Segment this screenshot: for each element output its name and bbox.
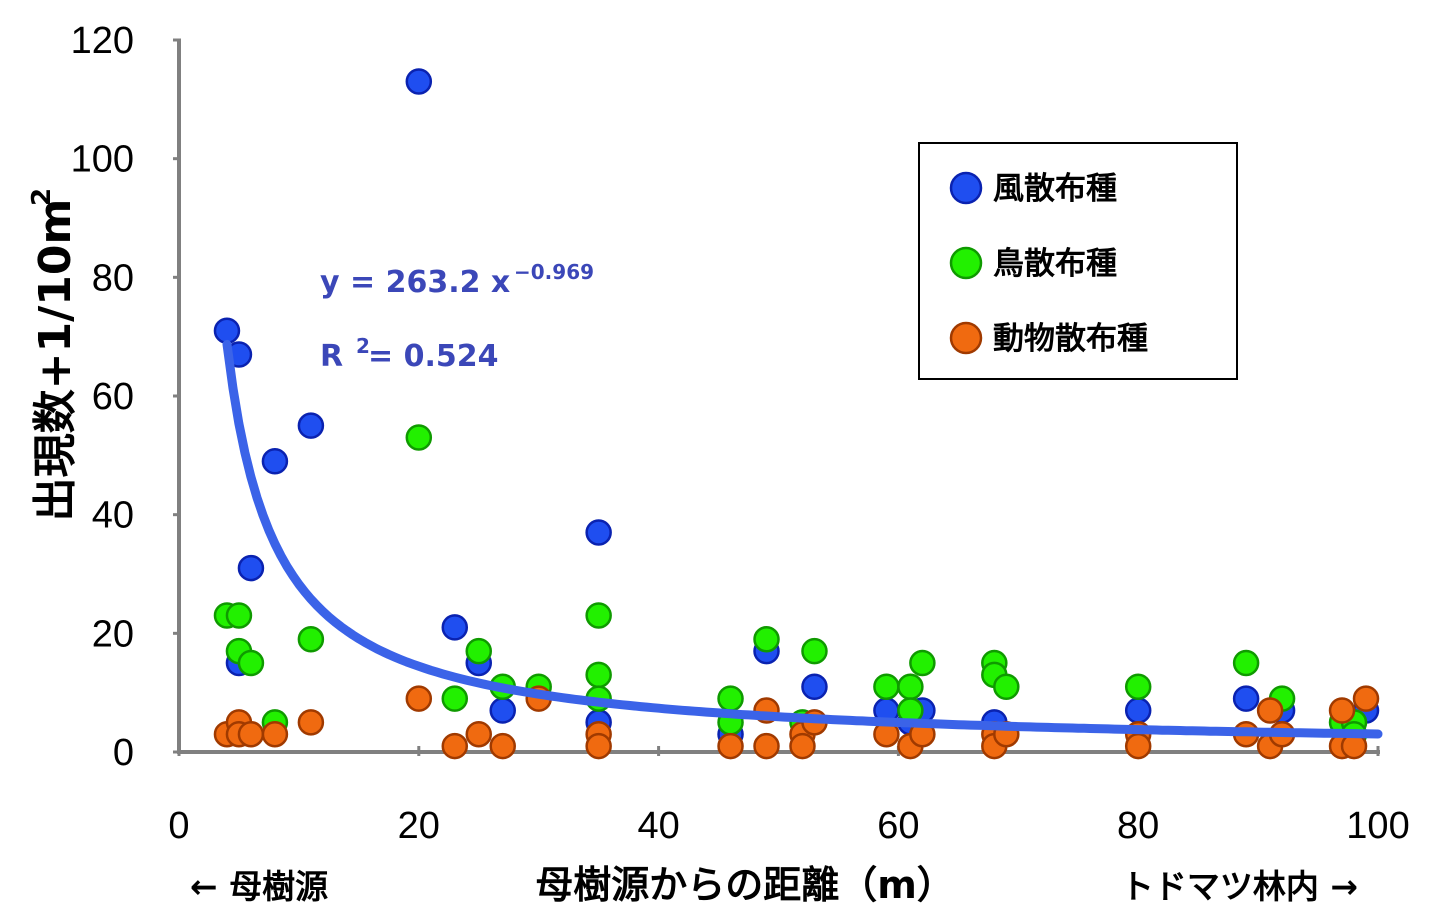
x-tick-label: 60 bbox=[877, 805, 919, 847]
data-point bbox=[1352, 685, 1380, 712]
legend-label: 鳥散布種 bbox=[993, 246, 1117, 282]
data-point bbox=[465, 720, 492, 748]
data-point bbox=[297, 709, 325, 736]
data-point bbox=[1256, 697, 1284, 724]
data-point bbox=[993, 673, 1020, 700]
data-point bbox=[261, 720, 289, 748]
data-point bbox=[873, 673, 900, 700]
data-point bbox=[213, 317, 241, 344]
data-point bbox=[753, 732, 780, 760]
data-point bbox=[909, 649, 936, 677]
x-ticks: 0 20 40 60 80 100 bbox=[168, 746, 1410, 847]
y-tick-label: 100 bbox=[71, 139, 134, 181]
data-point bbox=[405, 685, 433, 712]
data-point bbox=[405, 68, 433, 95]
data-point bbox=[441, 732, 469, 760]
data-point bbox=[489, 732, 516, 760]
data-point bbox=[441, 614, 469, 641]
y-tick-label: 60 bbox=[92, 376, 134, 418]
x-tick-label: 20 bbox=[398, 805, 440, 847]
data-point bbox=[585, 602, 612, 629]
trend-equation-text: y = 263.2 x bbox=[320, 265, 510, 300]
y-tick-label: 20 bbox=[92, 613, 134, 655]
y-tick-label: 0 bbox=[113, 732, 134, 774]
data-point bbox=[237, 720, 265, 748]
x-tick-label: 80 bbox=[1117, 805, 1159, 847]
data-point bbox=[237, 554, 265, 582]
trendline bbox=[222, 339, 1383, 739]
legend-label: 動物散布種 bbox=[993, 321, 1148, 357]
x-tick-label: 0 bbox=[168, 805, 189, 847]
series-2 bbox=[213, 424, 1368, 748]
data-point bbox=[405, 424, 433, 451]
r-squared-value: = 0.524 bbox=[368, 339, 498, 374]
y-axis-title-text: 出現数+1/10m bbox=[30, 199, 81, 522]
legend-label: 風散布種 bbox=[993, 171, 1117, 207]
data-point bbox=[585, 661, 612, 689]
data-point bbox=[465, 637, 492, 665]
data-point bbox=[801, 673, 828, 700]
data-point bbox=[753, 626, 780, 653]
legend-marker bbox=[949, 321, 983, 355]
x-tick-label: 40 bbox=[637, 805, 679, 847]
data-point bbox=[1232, 649, 1260, 677]
legend-marker bbox=[949, 171, 983, 205]
y-tick-label: 80 bbox=[92, 257, 134, 299]
data-point bbox=[801, 637, 828, 665]
data-point bbox=[1124, 673, 1152, 700]
data-point bbox=[1124, 697, 1152, 724]
legend-marker bbox=[949, 246, 983, 280]
r-squared-prefix: R bbox=[320, 339, 343, 374]
data-point bbox=[717, 685, 744, 712]
x-tick-label: 100 bbox=[1346, 805, 1409, 847]
x-axis-left-label: ← 母樹源 bbox=[190, 867, 328, 906]
data-point bbox=[237, 649, 265, 677]
data-point bbox=[1232, 685, 1260, 712]
y-axis-title-superscript: 2 bbox=[27, 188, 57, 206]
y-tick-label: 120 bbox=[71, 20, 134, 62]
r-squared-superscript: 2 bbox=[356, 334, 370, 358]
trend-equation: y = 263.2 x −0.969 R 2 = 0.524 bbox=[320, 260, 594, 374]
data-point bbox=[717, 732, 744, 760]
trend-equation-exponent: −0.969 bbox=[514, 260, 594, 284]
data-point bbox=[441, 685, 469, 712]
data-point bbox=[225, 602, 253, 629]
data-point bbox=[585, 519, 612, 546]
data-point bbox=[297, 626, 325, 653]
data-point bbox=[585, 732, 612, 760]
y-ticks: 0 20 40 60 80 100 120 bbox=[71, 20, 181, 774]
data-point bbox=[1124, 732, 1152, 760]
x-axis-title: 母樹源からの距離（m） bbox=[535, 863, 955, 907]
x-axis-right-label: トドマツ林内 → bbox=[1121, 867, 1358, 906]
data-point bbox=[1328, 697, 1356, 724]
data-point bbox=[897, 673, 924, 700]
data-point bbox=[297, 412, 325, 439]
data-point bbox=[489, 697, 516, 724]
y-tick-label: 40 bbox=[92, 495, 134, 537]
data-point bbox=[261, 448, 289, 475]
data-point bbox=[789, 732, 816, 760]
series-3 bbox=[213, 685, 1380, 760]
y-axis-title: 出現数+1/10m bbox=[30, 199, 81, 522]
